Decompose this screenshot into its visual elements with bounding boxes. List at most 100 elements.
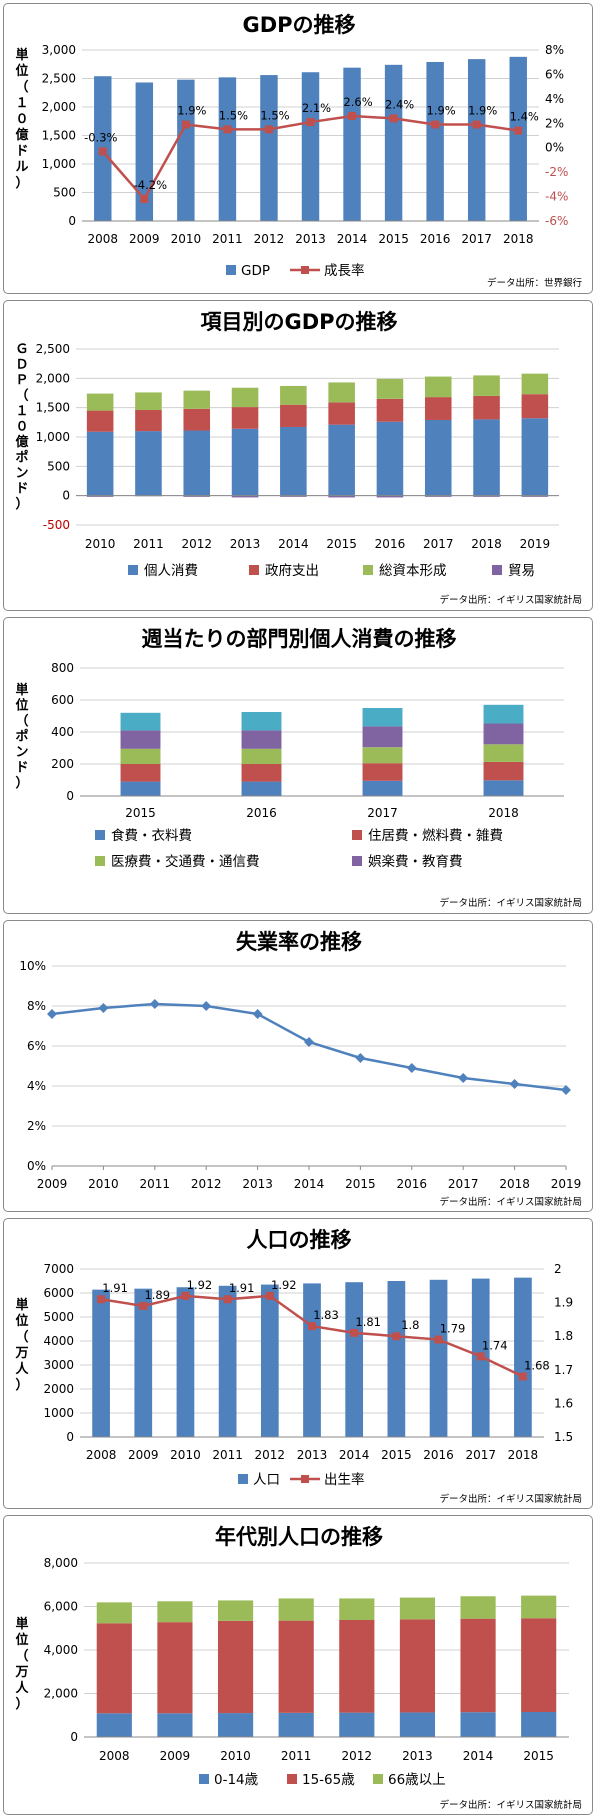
x-tick-label: 2008 — [99, 1749, 130, 1763]
chart-panel-gdp-items: 項目別のGDPの推移 Ｇ Ｄ Ｐ （１ ０ 億ポンド） -500 0 500 1,000 1,50… — [3, 300, 593, 611]
gdp-bar — [218, 77, 237, 221]
birth-rate-marker — [265, 1291, 274, 1300]
growth-rate-data-label: 1.5% — [260, 108, 289, 122]
stacked-bar-segment — [424, 419, 452, 496]
y-axis-label-char: 人 — [15, 1361, 29, 1377]
y-tick-label: 6,000 — [44, 1600, 78, 1614]
x-tick-label: 2015 — [125, 806, 156, 820]
legend-label: 医療費・交通費・通信費 — [111, 853, 260, 870]
x-tick-label: 2013 — [402, 1749, 433, 1763]
stacked-bar-segment — [157, 1622, 193, 1714]
stacked-bar-segment — [399, 1619, 436, 1713]
legend-label: 娯楽費・教育費 — [368, 854, 463, 870]
x-tick-label: 2015 — [326, 537, 357, 551]
stacked-bar-segment — [183, 408, 211, 431]
chart-title: 年代別人口の推移 — [215, 1525, 383, 1549]
y-tick-label: 2,500 — [42, 72, 76, 86]
y-tick-label: 1,500 — [36, 401, 70, 415]
stacked-bar-segment — [183, 430, 211, 496]
birth-rate-data-label: 1.81 — [355, 1315, 381, 1329]
y-axis-label-char: （ — [15, 79, 28, 95]
birth-rate-marker — [350, 1328, 359, 1337]
y-axis-label: 単位（万人） — [14, 1297, 29, 1393]
gdp-bar — [135, 82, 154, 222]
stacked-bar-segment — [473, 419, 500, 496]
x-tick-label: 2012 — [255, 1448, 286, 1462]
stacked-bar-segment — [473, 375, 500, 396]
legend-label: GDP — [241, 263, 270, 279]
y-tick-label: 500 — [53, 186, 76, 200]
y-tick-label: -500 — [43, 518, 70, 532]
stacked-bar-segment — [231, 495, 259, 498]
y-tick-label: 3,000 — [42, 43, 76, 57]
population-bar — [303, 1283, 321, 1437]
x-tick-label: 2017 — [448, 1177, 479, 1191]
chart-title: 項目別のGDPの推移 — [200, 310, 397, 334]
population-bar — [514, 1277, 532, 1437]
birth-rate-marker — [223, 1295, 232, 1304]
stacked-bar-segment — [86, 431, 114, 496]
x-tick-label: 2016 — [397, 1177, 428, 1191]
unemployment-marker — [509, 1079, 520, 1089]
plot-area: 0 2,000 4,000 6,000 8,000 2008 2009 2010 2011 201… — [44, 1556, 569, 1763]
x-tick-label: 2009 — [37, 1177, 68, 1191]
stacked-bar-segment — [339, 1712, 375, 1737]
birth-rate-data-label: 1.89 — [144, 1288, 170, 1302]
growth-rate-data-label: 1.9% — [427, 104, 456, 118]
y2-tick-label: 0% — [545, 141, 564, 155]
stacked-bar-segment — [241, 712, 282, 731]
y-tick-label: 1000 — [43, 1406, 74, 1420]
stacked-bar-segment — [521, 373, 549, 395]
x-tick-label: 2015 — [381, 1448, 412, 1462]
x-tick-label: 2012 — [342, 1749, 373, 1763]
stacked-bar-segment — [521, 394, 549, 419]
plot-area: 0 1000 2000 3000 4000 5000 6000 7000 1.5 1.6 1.7 1.… — [43, 1262, 573, 1462]
y-axis-label-char: Ｐ — [15, 373, 28, 388]
stacked-bar-segment — [183, 495, 211, 497]
y-axis-label-char: ン — [15, 745, 28, 760]
y-axis-label-char: 単 — [15, 1616, 28, 1632]
stacked-bar-segment — [399, 1712, 436, 1737]
y-axis-label-char: ） — [15, 175, 28, 191]
x-tick-label: 2018 — [499, 1177, 530, 1191]
y-axis-label-char: ） — [15, 496, 28, 512]
x-tick-label: 2012 — [254, 232, 285, 246]
stacked-bar-segment — [362, 780, 403, 796]
stacked-bar-segment — [424, 397, 452, 420]
y-axis-label-char: （ — [15, 1329, 28, 1345]
growth-rate-data-label: 1.4% — [510, 110, 539, 124]
y2-tick-label: 2 — [554, 1262, 562, 1276]
stacked-bar-segment — [376, 495, 404, 498]
legend-swatch — [373, 1774, 383, 1784]
growth-rate-data-label: -4.2% — [134, 178, 167, 192]
x-tick-label: 2010 — [171, 232, 202, 246]
y2-tick-label: 1.6 — [554, 1396, 573, 1410]
unemployment-marker — [355, 1053, 366, 1063]
y-tick-label: 500 — [47, 459, 70, 473]
y-axis-label-char: （ — [15, 388, 28, 404]
chart-panel-population-age: 年代別人口の推移 単位（万人） 0 2,000 4,000 6,000 8,000 200… — [3, 1515, 593, 1815]
gdp-bar — [343, 67, 361, 221]
stacked-bar-segment — [376, 398, 404, 422]
legend-swatch — [352, 856, 362, 866]
legend-swatch-population — [238, 1474, 248, 1484]
source-note: データ出所：イギリス国家統計局 — [439, 897, 582, 909]
growth-rate-marker — [264, 125, 273, 134]
stacked-bar-segment — [483, 723, 524, 745]
gdp-bar — [177, 79, 195, 221]
y-tick-label: 2,000 — [36, 371, 70, 385]
y-axis-label-char: ド — [15, 144, 28, 159]
y-axis-label-char: Ｇ — [15, 342, 28, 357]
unemployment-marker — [252, 1009, 263, 1019]
x-tick-label: 2011 — [212, 232, 243, 246]
population-bar — [387, 1281, 406, 1437]
stacked-bar-segment — [217, 1713, 254, 1737]
y-tick-label: 200 — [51, 757, 74, 771]
stacked-bar-segment — [362, 763, 403, 781]
growth-rate-data-label: 1.9% — [177, 104, 206, 118]
x-tick-label: 2010 — [220, 1749, 251, 1763]
x-tick-label: 2015 — [523, 1749, 554, 1763]
y-tick-label: 1,000 — [36, 430, 70, 444]
birth-rate-data-label: 1.83 — [313, 1308, 339, 1322]
